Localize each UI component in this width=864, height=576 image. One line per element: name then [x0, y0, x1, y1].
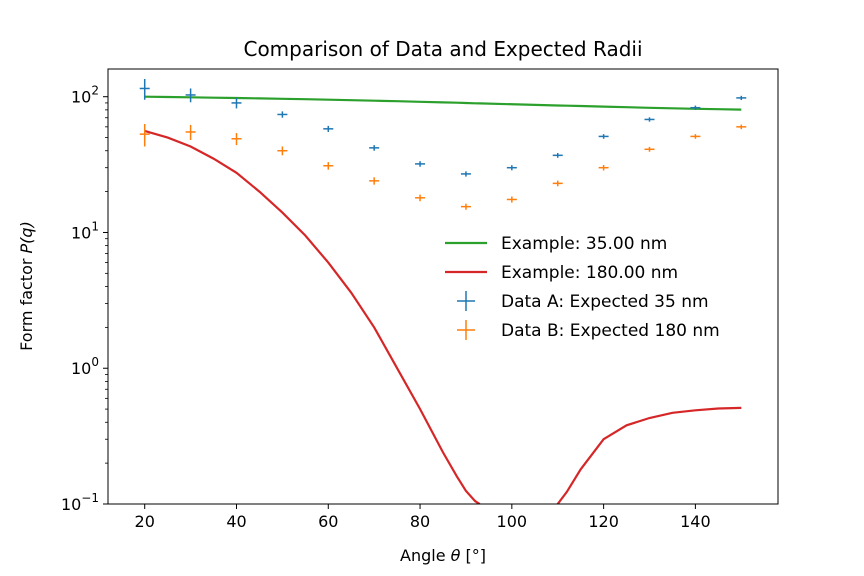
series-points-2	[139, 79, 747, 177]
series-line-0	[144, 95, 742, 111]
legend-label: Example: 180.00 nm	[501, 263, 678, 283]
data-point	[552, 180, 563, 187]
data-point	[323, 125, 334, 132]
data-point	[415, 161, 426, 167]
x-tick-label: 140	[680, 512, 711, 531]
data-point	[369, 177, 380, 185]
data-point	[277, 146, 288, 156]
series-line-path	[144, 129, 481, 504]
series-line-1	[144, 129, 742, 504]
data-point	[139, 123, 150, 147]
data-point	[506, 165, 517, 171]
y-tick-label-exponent: 1	[91, 219, 99, 233]
data-point	[690, 105, 701, 110]
x-tick-label: 80	[410, 512, 430, 531]
legend-label: Data B: Expected 180 nm	[501, 321, 720, 341]
data-point	[139, 79, 150, 100]
data-point	[506, 196, 517, 203]
data-point	[690, 134, 701, 139]
data-point	[185, 124, 196, 140]
data-point	[736, 124, 747, 130]
y-tick-label-base: 10	[71, 223, 91, 242]
data-point	[552, 152, 563, 158]
legend-label: Data A: Expected 35 nm	[501, 292, 709, 312]
legend-item: Example: 180.00 nm	[445, 263, 678, 283]
x-axis-label-symbol: θ	[451, 546, 461, 565]
legend: Example: 35.00 nm Example: 180.00 nm Data …	[445, 234, 720, 341]
y-tick-label: 101	[71, 219, 99, 242]
series-points-3	[139, 123, 747, 210]
x-tick-label: 20	[135, 512, 155, 531]
x-tick-label: 100	[497, 512, 528, 531]
y-axis-label-text: Form factor	[17, 253, 36, 350]
data-point	[185, 88, 196, 103]
x-axis: 20 40 60 80 100 120 140	[135, 504, 711, 531]
series-layer	[139, 79, 747, 504]
x-tick-label: 40	[226, 512, 246, 531]
chart-title: Comparison of Data and Expected Radii	[243, 37, 642, 61]
legend-item: Example: 35.00 nm	[445, 234, 667, 254]
data-point	[644, 146, 655, 152]
x-tick-label: 120	[588, 512, 619, 531]
y-tick-label-base: 10	[71, 88, 91, 107]
series-line-path	[144, 95, 742, 111]
data-point	[231, 133, 242, 146]
y-tick-label-exponent: −1	[81, 491, 99, 505]
data-point	[231, 97, 242, 109]
y-tick-label-exponent: 2	[91, 84, 99, 98]
y-tick-label: 102	[71, 84, 99, 107]
data-point	[323, 162, 334, 170]
y-tick-label: 100	[71, 355, 99, 378]
legend-item: Data B: Expected 180 nm	[457, 320, 720, 341]
data-point	[277, 111, 288, 118]
x-axis-label-unit: [°]	[460, 546, 486, 565]
x-tick-label: 60	[318, 512, 338, 531]
legend-label: Example: 35.00 nm	[501, 234, 667, 254]
y-tick-label-exponent: 0	[91, 355, 99, 369]
data-point	[644, 117, 655, 122]
data-point	[598, 134, 609, 139]
data-point	[415, 194, 426, 202]
x-axis-label: Angle θ [°]	[400, 546, 486, 565]
series-line-path	[556, 406, 742, 504]
data-point	[369, 145, 380, 151]
y-axis-label: Form factor P(q)	[17, 221, 36, 351]
data-point	[598, 165, 609, 171]
y-tick-label-base: 10	[61, 495, 81, 514]
y-axis-label-symbol: P(q)	[17, 221, 36, 253]
legend-item: Data A: Expected 35 nm	[457, 291, 709, 312]
y-tick-label: 10−1	[61, 491, 99, 514]
data-point	[460, 171, 471, 177]
y-tick-label-base: 10	[71, 359, 91, 378]
data-point	[736, 95, 747, 101]
data-point	[460, 203, 471, 210]
x-axis-label-text: Angle	[400, 546, 451, 565]
